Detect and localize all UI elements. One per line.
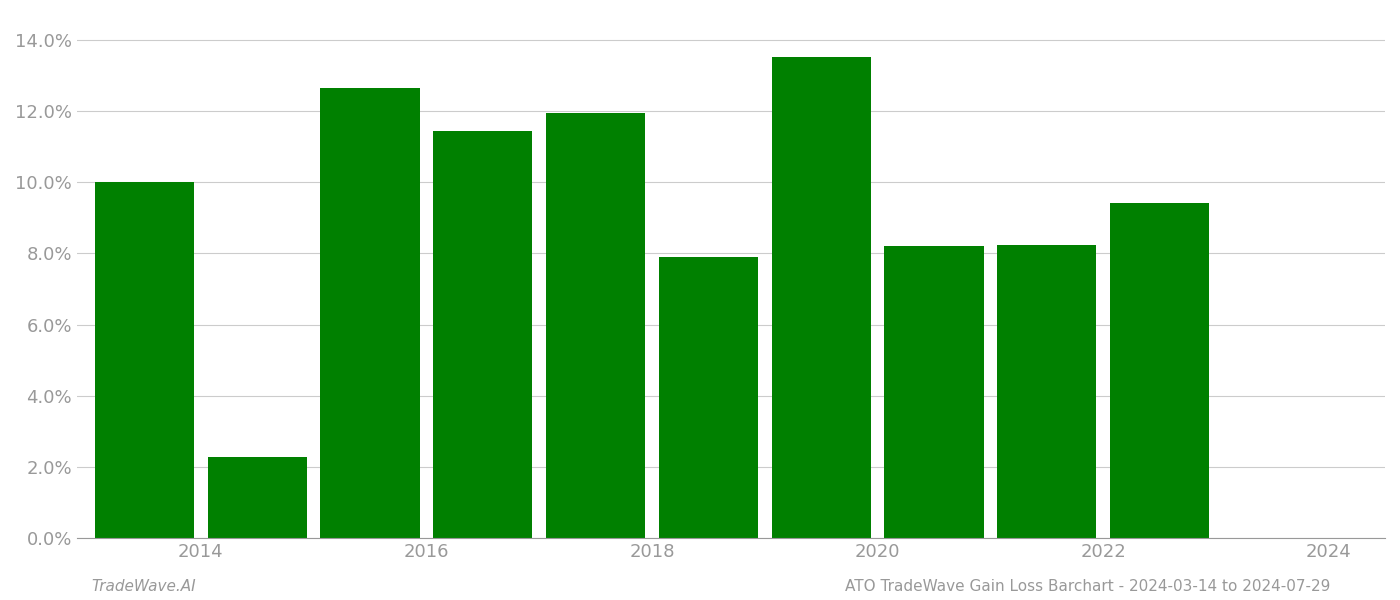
Bar — [885, 245, 984, 538]
Bar — [771, 57, 871, 538]
Bar — [207, 457, 307, 538]
Text: TradeWave.AI: TradeWave.AI — [91, 579, 196, 594]
Text: ATO TradeWave Gain Loss Barchart - 2024-03-14 to 2024-07-29: ATO TradeWave Gain Loss Barchart - 2024-… — [844, 579, 1330, 594]
Bar — [546, 113, 645, 538]
Bar — [659, 257, 757, 538]
Bar — [1110, 203, 1210, 538]
Bar — [433, 131, 532, 538]
Bar — [997, 245, 1096, 538]
Bar — [95, 182, 195, 538]
Bar — [321, 88, 420, 538]
